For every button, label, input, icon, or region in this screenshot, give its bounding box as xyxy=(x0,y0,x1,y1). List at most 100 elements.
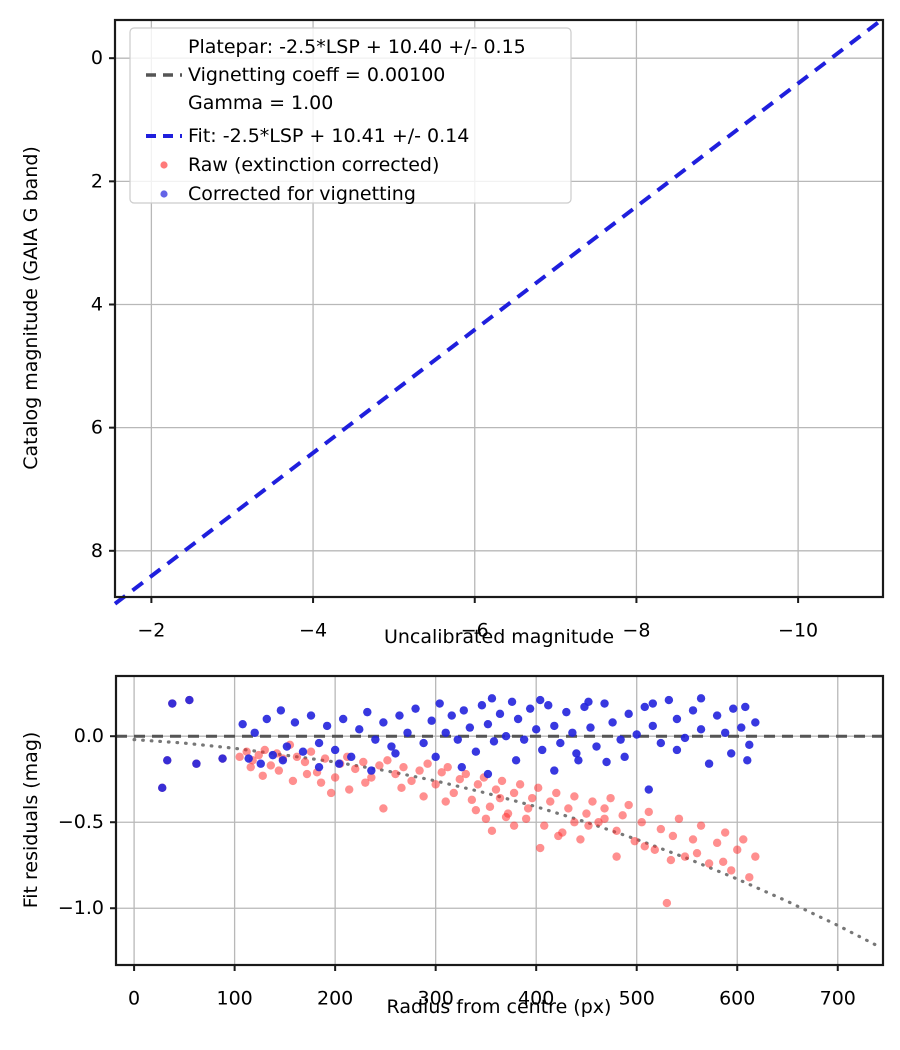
data-point xyxy=(268,750,278,760)
data-point xyxy=(192,759,201,768)
data-point xyxy=(554,831,563,841)
data-point xyxy=(650,845,660,854)
ytick-label: −0.5 xyxy=(58,811,104,833)
data-point xyxy=(254,750,263,760)
data-point xyxy=(351,764,360,774)
data-point xyxy=(536,695,545,705)
data-point xyxy=(644,807,653,817)
data-point xyxy=(600,814,609,823)
xtick-label: 500 xyxy=(619,988,655,1010)
data-point xyxy=(415,766,424,775)
data-point xyxy=(278,756,288,765)
top-yaxis-title: Catalog magnitude (GAIA G band) xyxy=(20,146,42,470)
data-point xyxy=(751,852,760,861)
data-point xyxy=(260,745,269,755)
data-point xyxy=(743,756,752,765)
data-point xyxy=(608,718,617,727)
data-point xyxy=(235,752,244,762)
data-point xyxy=(648,699,657,708)
data-point xyxy=(696,694,706,703)
data-point xyxy=(250,728,259,737)
axes-fit-residuals: 0 100 200 300 400 500 600 700 0.0 −0.5 −1.0 Radius… xyxy=(20,674,885,1018)
data-point xyxy=(664,695,674,705)
data-point xyxy=(477,701,487,710)
data-point xyxy=(397,783,406,793)
legend-entry: Raw (extinction corrected) xyxy=(160,154,439,176)
ytick-label: 0 xyxy=(91,47,103,69)
data-point xyxy=(513,714,523,724)
data-point xyxy=(246,762,255,772)
data-point xyxy=(515,780,525,789)
data-point xyxy=(612,826,621,836)
data-point xyxy=(437,768,446,777)
data-point xyxy=(592,742,601,751)
data-point xyxy=(300,757,310,767)
data-point xyxy=(727,866,736,875)
data-point xyxy=(737,723,746,732)
legend-entry: Gamma = 1.00 xyxy=(188,92,333,114)
data-point xyxy=(158,783,167,793)
legend-label: Fit: -2.5*LSP + 10.41 +/- 0.14 xyxy=(188,125,469,147)
data-point xyxy=(288,776,298,786)
data-point xyxy=(276,706,286,715)
data-point xyxy=(534,783,543,793)
xtick-label: −6 xyxy=(461,620,489,642)
data-point xyxy=(637,818,646,827)
data-point xyxy=(574,756,583,765)
data-point xyxy=(441,797,450,806)
data-point xyxy=(314,762,324,772)
data-point xyxy=(485,802,495,811)
xtick-label: −8 xyxy=(622,620,650,642)
data-point xyxy=(674,814,684,823)
data-point xyxy=(266,761,276,770)
xtick-label: 100 xyxy=(216,988,252,1010)
data-point xyxy=(244,754,253,763)
data-point xyxy=(168,699,177,708)
bottom-scatter-points xyxy=(158,694,760,908)
data-point xyxy=(395,711,404,720)
data-point xyxy=(495,793,505,803)
data-point xyxy=(511,756,521,765)
data-point xyxy=(606,793,615,803)
fit-line-dashed xyxy=(113,17,885,606)
data-point xyxy=(733,845,742,854)
ytick-label: 0.0 xyxy=(74,725,104,747)
legend-dot-blue-icon xyxy=(160,190,168,198)
xtick-label: 400 xyxy=(518,988,554,1010)
data-point xyxy=(457,762,466,772)
data-point xyxy=(584,697,593,706)
data-point xyxy=(600,804,609,813)
data-point xyxy=(238,719,247,729)
data-point xyxy=(185,695,194,705)
data-point xyxy=(347,752,356,762)
data-point xyxy=(600,699,609,708)
data-point xyxy=(306,711,316,720)
data-point xyxy=(355,725,364,734)
bottom-xaxis-title: Radius from centre (px) xyxy=(387,996,612,1018)
data-point xyxy=(242,747,251,756)
data-point xyxy=(316,778,326,787)
top-tickmarks xyxy=(109,57,800,603)
data-point xyxy=(379,804,388,813)
xtick-label: 300 xyxy=(418,988,454,1010)
data-point xyxy=(218,754,227,763)
data-point xyxy=(441,728,450,737)
data-point xyxy=(282,742,292,751)
data-point xyxy=(666,855,676,865)
legend-label: Corrected for vignetting xyxy=(188,183,416,205)
data-point xyxy=(656,824,666,834)
data-point xyxy=(588,797,597,806)
data-point xyxy=(431,752,440,762)
data-point xyxy=(467,795,477,805)
data-point xyxy=(449,788,458,798)
data-point xyxy=(471,747,481,756)
legend-label: Vignetting coeff = 0.00100 xyxy=(188,64,445,86)
data-point xyxy=(739,835,748,844)
data-point xyxy=(497,776,507,786)
data-point xyxy=(718,857,728,866)
data-point xyxy=(544,701,553,710)
data-point xyxy=(338,714,348,724)
data-point xyxy=(570,792,579,801)
xtick-label: −4 xyxy=(299,620,327,642)
data-point xyxy=(602,757,611,767)
